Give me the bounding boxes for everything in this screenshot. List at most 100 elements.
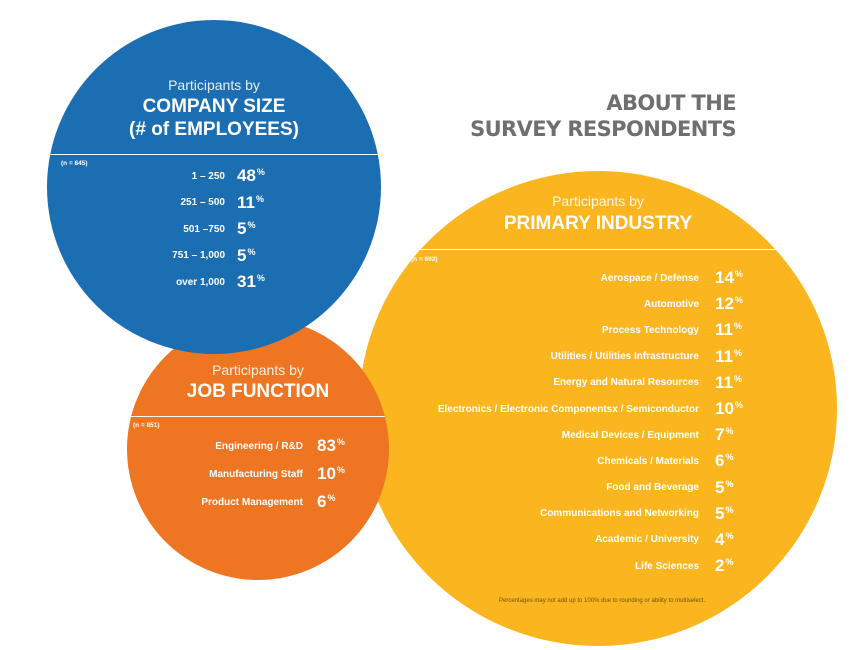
company-size-value-number: 5 <box>237 219 247 239</box>
company-size-row: 1 – 250 48% <box>97 163 297 190</box>
industry-category-label: Utilities / Utilities Infrastructure <box>550 351 699 363</box>
industry-row: Medical Devices / Equipment 7% <box>379 422 759 448</box>
industry-value-number: 4 <box>715 529 725 549</box>
job-function-title: JOB FUNCTION <box>186 381 330 402</box>
company-size-category-label: 751 – 1,000 <box>172 250 225 262</box>
job-function-value-unit: % <box>336 437 345 447</box>
industry-value-unit: % <box>734 295 743 306</box>
job-function-value-number: 83 <box>317 436 336 455</box>
industry-value-number: 7 <box>715 425 725 445</box>
industry-value-unit: % <box>725 478 734 489</box>
industry-sample-size: (n = 693) <box>411 256 438 263</box>
industry-value-number: 2 <box>715 556 725 576</box>
job-function-row: Manufacturing Staff 10% <box>157 460 367 488</box>
industry-title: PRIMARY INDUSTRY <box>503 213 693 234</box>
company-size-value-number: 5 <box>237 245 247 265</box>
industry-value-number: 14 <box>715 268 734 288</box>
industry-value: 6% <box>715 451 759 471</box>
company-size-value: 31% <box>237 272 297 292</box>
industry-value: 7% <box>715 425 759 445</box>
job-function-value: 6% <box>317 492 367 512</box>
industry-category-label: Academic / University <box>595 534 699 546</box>
industry-value-unit: % <box>734 400 743 411</box>
industry-value-number: 11 <box>715 372 733 392</box>
industry-value: 10% <box>715 399 759 419</box>
company-size-value: 11% <box>237 193 297 213</box>
industry-value: 5% <box>715 504 759 524</box>
company-size-sample-size: (n = 845) <box>61 160 88 167</box>
industry-category-label: Communications and Networking <box>540 508 699 520</box>
industry-row: Electronics / Electronic Componentsx / S… <box>379 396 759 422</box>
industry-value: 14% <box>715 268 759 288</box>
job-function-row: Product Management 6% <box>157 488 367 516</box>
company-size-value-unit: % <box>256 167 265 178</box>
industry-category-label: Life Sciences <box>635 560 699 572</box>
industry-row: Communications and Networking 5% <box>379 501 759 527</box>
company-size-title-line2: (# of EMPLOYEES) <box>129 119 299 140</box>
company-size-row: 501 –750 5% <box>97 216 297 243</box>
job-function-value-number: 10 <box>317 464 336 483</box>
job-function-category-label: Manufacturing Staff <box>209 468 303 480</box>
industry-value-number: 11 <box>715 346 733 366</box>
company-size-category-label: 1 – 250 <box>191 170 225 182</box>
industry-category-label: Chemicals / Materials <box>597 455 699 467</box>
industry-row: Utilities / Utilities Infrastructure 11% <box>379 344 759 370</box>
industry-row: Academic / University 4% <box>379 527 759 553</box>
industry-category-label: Automotive <box>644 298 699 310</box>
industry-category-label: Medical Devices / Equipment <box>561 429 699 441</box>
industry-value: 12% <box>715 294 759 314</box>
industry-row: Automotive 12% <box>379 291 759 317</box>
job-function-row: Engineering / R&D 83% <box>157 432 367 460</box>
page-title-line2: SURVEY RESPONDENTS <box>470 117 737 141</box>
industry-value-unit: % <box>733 347 742 358</box>
job-function-sample-size: (n = 851) <box>133 422 160 429</box>
job-function-value: 83% <box>317 436 367 456</box>
industry-value-unit: % <box>733 321 742 332</box>
industry-value: 11% <box>715 347 759 367</box>
industry-rows: Aerospace / Defense 14% Automotive 12% Proce… <box>379 265 759 579</box>
industry-category-label: Food and Beverage <box>606 482 699 494</box>
job-function-rows: Engineering / R&D 83% Manufacturing Staff 1… <box>157 432 367 516</box>
industry-value-number: 10 <box>715 399 734 419</box>
company-size-category-label: 251 – 500 <box>180 197 226 209</box>
industry-value-unit: % <box>725 426 734 437</box>
company-size-value-unit: % <box>255 193 264 204</box>
industry-value-number: 6 <box>715 451 725 471</box>
company-size-row: 251 – 500 11% <box>97 190 297 217</box>
company-size-value: 5% <box>237 246 297 266</box>
job-function-category-label: Engineering / R&D <box>215 440 303 452</box>
industry-subtitle: Participants by <box>552 193 644 209</box>
job-function-value-number: 6 <box>317 492 327 511</box>
industry-value-unit: % <box>733 373 742 384</box>
industry-row: Food and Beverage 5% <box>379 475 759 501</box>
job-function-divider <box>127 416 389 417</box>
job-function-subtitle: Participants by <box>212 362 304 378</box>
job-function-category-label: Product Management <box>201 496 303 508</box>
primary-industry-circle: Participants by PRIMARY INDUSTRY (n = 69… <box>359 171 837 646</box>
company-size-value-number: 31 <box>237 272 256 292</box>
company-size-title: COMPANY SIZE <box>142 96 286 117</box>
company-size-divider <box>47 154 381 155</box>
industry-category-label: Aerospace / Defense <box>600 272 699 284</box>
job-function-value: 10% <box>317 464 367 484</box>
page-title: ABOUT THE SURVEY RESPONDENTS <box>470 90 737 142</box>
page-title-line1: ABOUT THE <box>606 91 736 115</box>
company-size-value-unit: % <box>247 220 256 231</box>
industry-footnote: Percentages may not add up to 100% due t… <box>499 598 706 604</box>
industry-value-unit: % <box>725 530 734 541</box>
company-size-value-number: 48 <box>237 166 256 186</box>
company-size-subtitle: Participants by <box>168 77 260 93</box>
industry-value-unit: % <box>725 452 734 463</box>
industry-divider <box>359 249 837 250</box>
company-size-value-number: 11 <box>237 192 255 212</box>
company-size-row: 751 – 1,000 5% <box>97 243 297 270</box>
industry-category-label: Energy and Natural Resources <box>553 377 699 389</box>
industry-value: 11% <box>715 320 759 340</box>
job-function-value-unit: % <box>336 465 345 475</box>
job-function-circle: Participants by JOB FUNCTION (n = 851) E… <box>127 318 389 580</box>
industry-row: Life Sciences 2% <box>379 553 759 579</box>
industry-value: 4% <box>715 530 759 550</box>
company-size-value: 48% <box>237 166 297 186</box>
industry-category-label: Electronics / Electronic Componentsx / S… <box>437 403 699 415</box>
job-function-value-unit: % <box>327 493 336 503</box>
